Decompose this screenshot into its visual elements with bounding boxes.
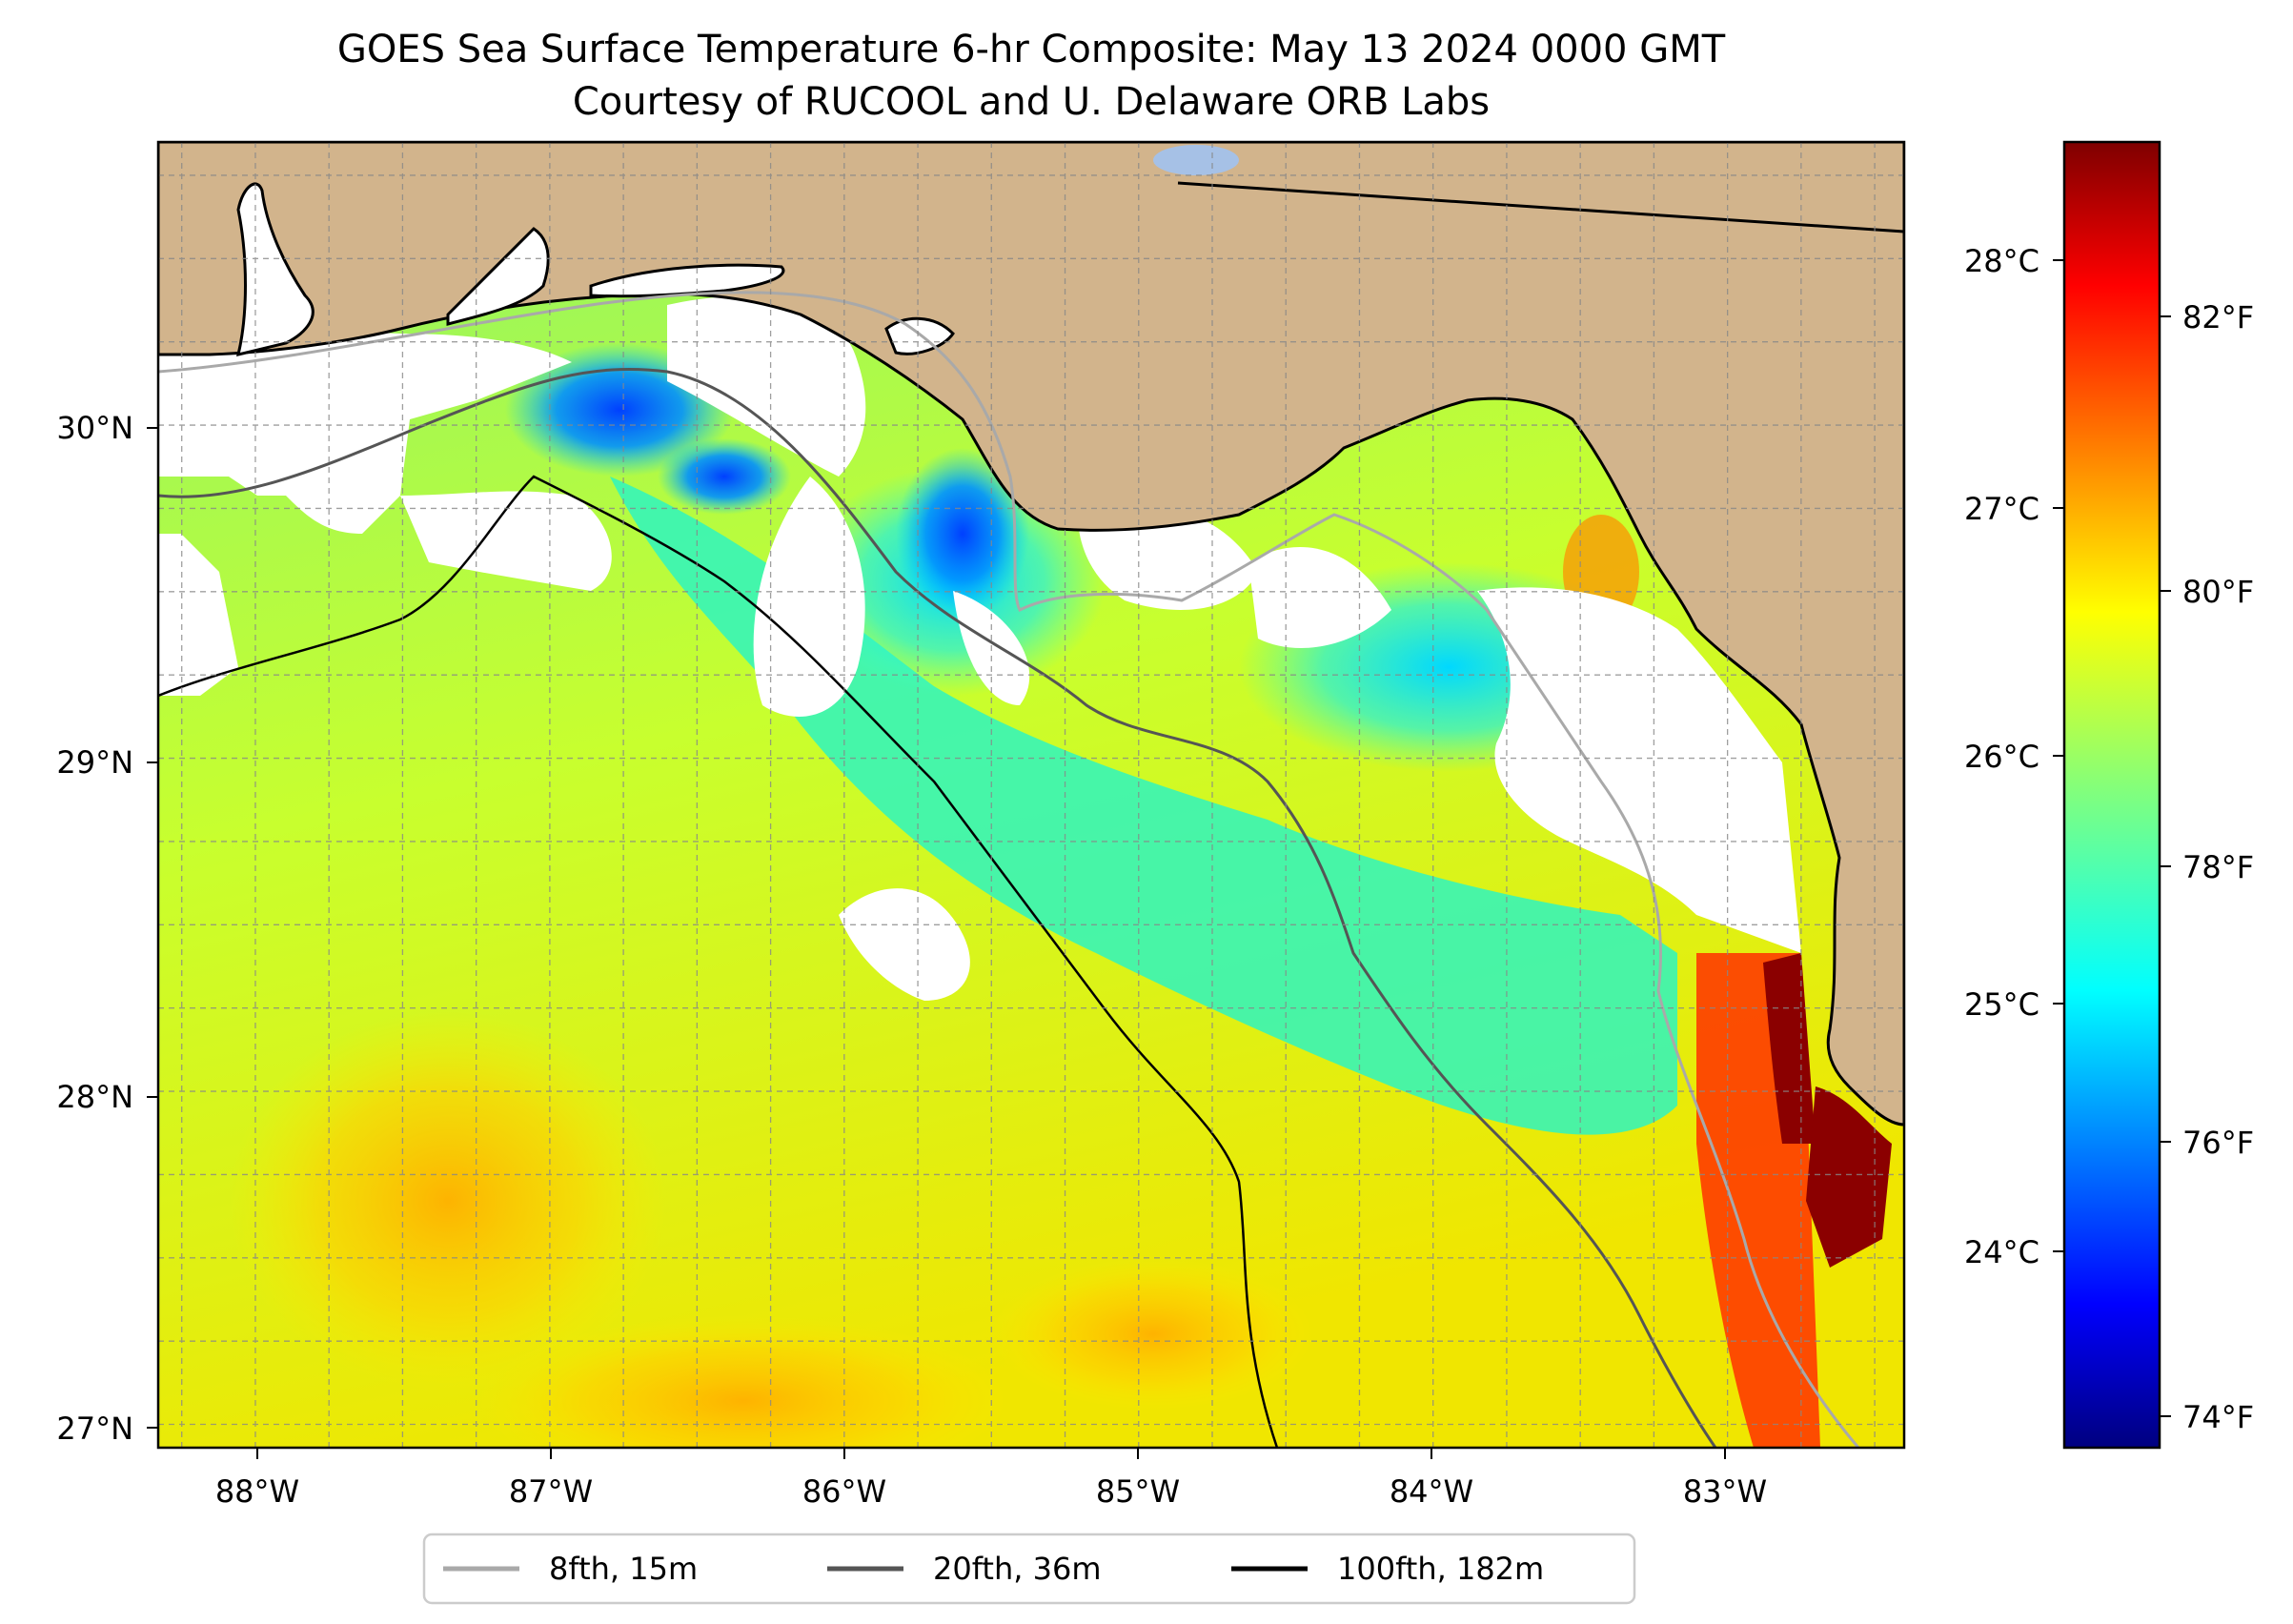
- isobath-100fth: [158, 475, 1279, 1448]
- warm-water-zone: [229, 1010, 667, 1391]
- st-andrew-bay: [884, 316, 955, 355]
- hottest-coastal-strip: [1763, 953, 1816, 1144]
- mobile-bay: [235, 182, 315, 357]
- cold-water-zone: [896, 448, 1029, 619]
- legend-label-8fth: 8fth, 15m: [549, 1551, 698, 1587]
- lon-tick-label: 84°W: [1390, 1473, 1473, 1510]
- lon-tick-label: 86°W: [802, 1473, 886, 1510]
- state-border: [1177, 181, 1904, 233]
- fahrenheit-tick-label: 78°F: [2182, 849, 2254, 885]
- fahrenheit-tick-label: 80°F: [2182, 574, 2254, 610]
- gridlines: [158, 142, 1904, 1448]
- celsius-tick-label: 27°C: [1964, 491, 2039, 527]
- choctawhatchee-bay: [589, 263, 785, 298]
- colorbar-fahrenheit-axis: 82°F 80°F 78°F 76°F 74°F: [2160, 299, 2254, 1435]
- fahrenheit-tick-label: 76°F: [2182, 1125, 2254, 1161]
- legend-label-100fth: 100fth, 182m: [1337, 1551, 1544, 1587]
- lat-axis: 30°N 29°N 28°N 27°N: [56, 410, 158, 1447]
- warm-water-zone: [477, 1315, 1010, 1448]
- warm-water-zone: [991, 1258, 1315, 1411]
- lat-tick-label: 29°N: [56, 744, 133, 781]
- map-panel: [158, 142, 1904, 1448]
- no-data-regions: [158, 295, 1801, 1001]
- map-frame: [156, 140, 1906, 1450]
- colorbar: [2062, 140, 2161, 1450]
- cool-shelf-region: [610, 477, 1677, 1135]
- map-subtitle: Courtesy of RUCOOL and U. Delaware ORB L…: [573, 80, 1490, 124]
- lon-axis: 88°W 87°W 86°W 85°W 84°W 83°W: [215, 1448, 1767, 1510]
- colorbar-celsius-axis: 28°C 27°C 26°C 25°C 24°C: [1964, 243, 2064, 1270]
- map-title: GOES Sea Surface Temperature 6-hr Compos…: [337, 28, 1726, 71]
- legend-label-20fth: 20fth, 36m: [933, 1551, 1101, 1587]
- celsius-tick-label: 28°C: [1964, 243, 2039, 279]
- pensacola-bay: [446, 227, 550, 326]
- lon-tick-label: 88°W: [215, 1473, 299, 1510]
- fahrenheit-tick-label: 74°F: [2182, 1399, 2254, 1435]
- fahrenheit-tick-label: 82°F: [2182, 299, 2254, 335]
- tampa-bay-hot: [1806, 1086, 1892, 1268]
- isobath-8fth: [158, 291, 1860, 1448]
- lon-tick-label: 87°W: [509, 1473, 593, 1510]
- lon-tick-label: 83°W: [1683, 1473, 1767, 1510]
- isobath-20fth: [158, 367, 1717, 1448]
- celsius-tick-label: 26°C: [1964, 739, 2039, 775]
- legend-box: [422, 1533, 1636, 1605]
- cold-water-zone: [658, 438, 791, 515]
- lat-tick-label: 28°N: [56, 1079, 133, 1115]
- isobath-legend: 8fth, 15m 20fth, 36m 100fth, 182m: [422, 1533, 1636, 1605]
- celsius-tick-label: 24°C: [1964, 1234, 2039, 1270]
- lon-tick-label: 85°W: [1096, 1473, 1180, 1510]
- lake-talquin: [1153, 145, 1239, 175]
- celsius-tick-label: 25°C: [1964, 986, 2039, 1023]
- lat-tick-label: 30°N: [56, 410, 133, 446]
- lat-tick-label: 27°N: [56, 1411, 133, 1447]
